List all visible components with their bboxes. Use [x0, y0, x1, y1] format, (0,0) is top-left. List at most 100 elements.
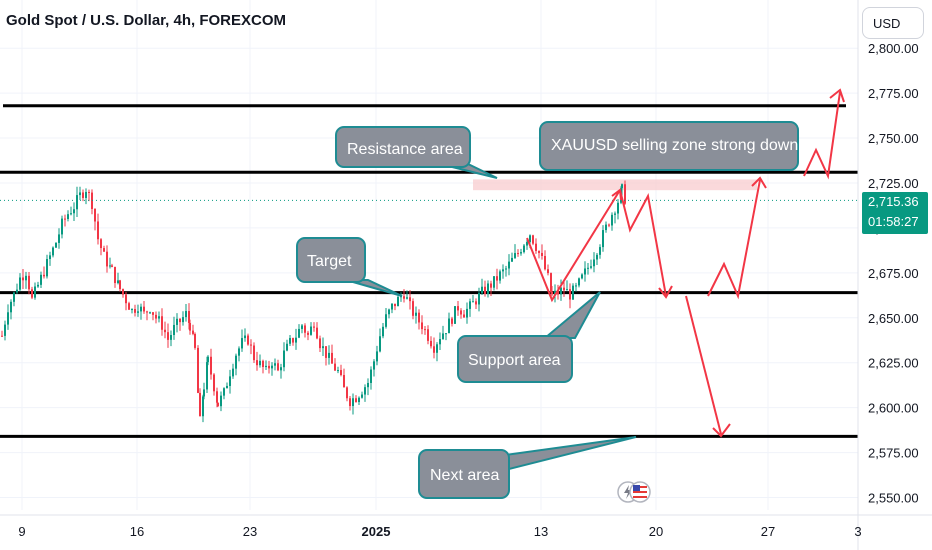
candle-body [602, 230, 604, 248]
projection-arrows [526, 88, 845, 438]
candle-body [109, 265, 111, 267]
y-tick-label: 2,675.00 [868, 266, 919, 281]
candle-body [170, 335, 172, 340]
y-tick-label: 2,575.00 [868, 446, 919, 461]
candle-body [608, 224, 610, 226]
candle-body [439, 339, 441, 345]
candle-body [206, 362, 208, 390]
candle-body [203, 389, 205, 397]
candle-body [16, 289, 18, 293]
candle-body [430, 340, 432, 347]
y-tick-label: 2,550.00 [868, 491, 919, 506]
candle-body [131, 309, 133, 311]
callouts: Resistance area XAUUSD selling zone stro… [296, 121, 799, 499]
candle-body [283, 350, 285, 368]
arrow-path [707, 179, 761, 300]
x-tick-label: 2025 [362, 524, 391, 539]
y-tick-label: 2,625.00 [868, 356, 919, 371]
candle-body [103, 248, 105, 252]
candle-body [581, 274, 583, 279]
arrow-path [526, 189, 621, 303]
bar-countdown: 01:58:27 [868, 214, 919, 229]
callout-next[interactable]: Next area [418, 436, 637, 499]
candle-body [100, 239, 102, 249]
candle-body [185, 311, 187, 318]
candle-body [617, 202, 619, 214]
flag-stripe [633, 491, 647, 493]
candle-body [535, 243, 537, 251]
candle-body [61, 218, 63, 235]
time-axis[interactable]: 9 16 23 2025 13 20 27 3 [0, 514, 932, 539]
candle-body [394, 303, 396, 307]
candle-body [238, 348, 240, 356]
price-axis[interactable]: 2,550.00 2,575.00 2,600.00 2,625.00 2,650.00… [857, 0, 919, 550]
callout-selling-zone[interactable]: XAUUSD selling zone strong down [539, 121, 799, 171]
candle-body [122, 289, 124, 295]
candle-body [176, 318, 178, 325]
candle-body [340, 370, 342, 376]
candle-body [364, 387, 366, 395]
candle-body [325, 346, 327, 358]
candle-body [563, 287, 565, 291]
chart-grid [0, 0, 859, 510]
candle-body [532, 235, 534, 244]
candle-body [547, 269, 549, 274]
arrow-path [685, 295, 722, 435]
candle-body [188, 311, 190, 323]
candle-body [343, 375, 345, 388]
candle-body [235, 355, 237, 369]
candle-body [216, 391, 218, 403]
candle-body [140, 306, 142, 312]
candle-body [149, 312, 151, 314]
callout-target-text: Target [307, 253, 352, 270]
callout-support[interactable]: Support area [457, 291, 601, 383]
candle-body [551, 291, 553, 295]
candle-body [268, 365, 270, 369]
candle-body [25, 275, 27, 281]
candle-body [31, 289, 33, 298]
last-price-tag: 2,715.36 01:58:27 [862, 192, 928, 234]
flag-stripe [633, 496, 647, 498]
candle-body [587, 267, 589, 269]
candle-body [43, 274, 45, 277]
candle-body [415, 312, 417, 316]
candle-body [37, 284, 39, 287]
arrow-head [751, 176, 767, 189]
resistance-band-rect [473, 179, 757, 191]
resistance-band [473, 179, 757, 191]
callout-support-text: Support area [468, 352, 561, 369]
callout-target[interactable]: Target [296, 237, 403, 297]
candle-body [4, 324, 6, 336]
currency-button[interactable]: USD [862, 7, 924, 39]
y-tick-label: 2,750.00 [868, 131, 919, 146]
y-tick-label: 2,600.00 [868, 401, 919, 416]
arrow-head [611, 188, 622, 201]
callout-resistance[interactable]: Resistance area [335, 126, 498, 179]
candles [1, 180, 626, 423]
candle-body [262, 360, 264, 368]
event-icons[interactable] [617, 481, 651, 503]
candle-body [128, 303, 130, 310]
candle-body [7, 312, 9, 325]
candle-body [210, 356, 212, 375]
y-tick-label: 2,775.00 [868, 86, 919, 101]
candle-body [624, 184, 626, 204]
candle-body [197, 347, 199, 393]
candle-body [119, 280, 121, 290]
candle-body [22, 277, 24, 281]
candle-body [271, 365, 273, 369]
candle-body [352, 398, 354, 407]
candle-body [265, 365, 267, 368]
candle-body [424, 329, 426, 331]
candle-body [526, 241, 528, 246]
candle-body [217, 402, 219, 407]
candle-body [403, 296, 405, 299]
candle-body [421, 322, 423, 330]
candle-body [199, 392, 201, 417]
symbol-title[interactable]: Gold Spot / U.S. Dollar, 4h, FOREXCOM [6, 12, 287, 29]
candle-body [1, 335, 3, 337]
candle-body [593, 259, 595, 267]
candle-body [550, 273, 552, 292]
